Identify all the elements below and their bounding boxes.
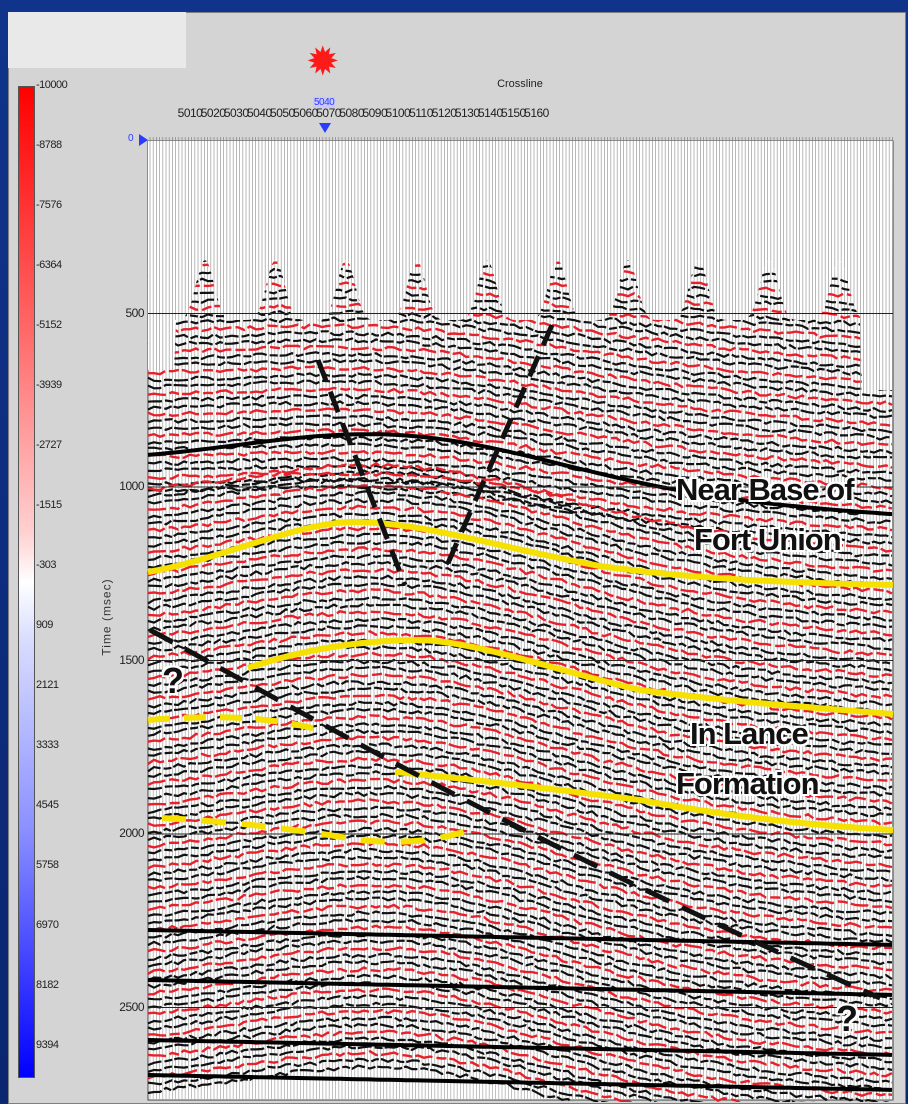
time-tick-label: 500 [125,305,144,320]
horizon-lance-upper [247,636,894,717]
time-tick-label: 1000 [119,479,144,493]
fault-west [315,359,408,586]
horizon-dashed-left [147,714,321,733]
time-tick-label: 2000 [119,826,144,840]
crossline-tick-label: 5020 [200,106,226,120]
fault-east [442,323,555,572]
crossline-tick-label: 5070 [316,106,341,120]
selected-crossline-label[interactable]: 5040 [313,97,336,108]
mute-trace-lines [149,141,893,390]
time-origin-arrow-icon[interactable] [139,134,148,146]
colorbar-label: -1515 [36,499,62,511]
colorbar-label: 6970 [36,919,59,931]
annotation-formation: Formation [676,766,820,801]
colorbar-label: 9394 [36,1039,59,1051]
time-tick-label: 1500 [119,652,144,667]
colorbar-label: 3333 [36,739,59,751]
colorbar-label: -3939 [36,379,62,391]
sun-icon: ✹ [306,40,340,84]
crossline-tick-label: 5040 [246,106,272,120]
crossline-tick-label: 5050 [270,106,295,120]
time-tick-label: 2500 [119,999,144,1014]
colorbar-label: 2121 [36,679,59,691]
colorbar-label: -303 [36,559,57,571]
annotation-in-lance: In Lance [690,716,809,751]
horizon-fort-union [147,518,894,588]
crossline-tick-label: 5120 [431,106,457,120]
panel-header-blank [8,12,186,68]
crossline-tick-label: 5010 [177,106,203,120]
colorbar-label: 8182 [36,979,59,991]
question-mark-bottom: ? [836,998,858,1039]
time-tick-zero: 0 [128,133,134,144]
crossline-tick-label: 5100 [385,106,411,120]
colorbar-label: -10000 [36,79,68,91]
crossline-tick-label: 5160 [524,106,549,120]
crossline-tick-label: 5030 [223,106,249,120]
colorbar-label: -6364 [36,259,62,271]
colorbar-label: -8788 [36,139,62,151]
annotation-fort-union: Fort Union [694,522,842,557]
time-axis-label: Time (msec) [99,578,114,656]
reflection-red [147,239,893,1102]
question-mark-left: ? [162,660,184,701]
colorbar-label: 4545 [36,799,59,811]
fault-major [148,627,882,1001]
top-tick-marks [149,137,893,141]
colorbar-label: -7576 [36,199,62,211]
annotation-near-base: Near Base of [676,472,855,507]
colorbar-label: -5152 [36,319,62,331]
amplitude-colorbar [18,86,35,1078]
selected-crossline-arrow-icon[interactable] [319,123,331,133]
crossline-tick-label: 5140 [477,106,503,120]
crossline-tick-label: 5110 [409,106,433,120]
crossline-tick-label: 5080 [339,106,365,120]
crossline-tick-label: 5090 [362,106,388,120]
horizon-lance-lower [394,769,894,833]
crossline-axis-title: Crossline [497,78,543,90]
colorbar-label: -2727 [36,439,62,451]
crossline-tick-label: 5130 [454,106,480,120]
horizon-dashed-lower [161,815,479,845]
crossline-tick-label: 5060 [293,106,318,120]
strong-reflection [147,432,893,1092]
colorbar-label: 5758 [36,859,59,871]
colorbar-label: 909 [36,619,53,631]
crossline-tick-label: 5150 [501,106,526,120]
